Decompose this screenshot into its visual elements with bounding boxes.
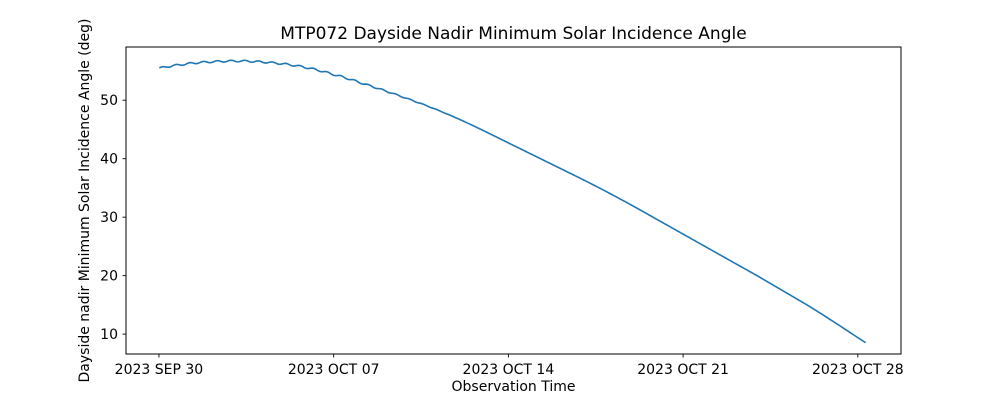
x-tick-label: 2023 SEP 30 [115,362,204,378]
y-tick-label: 50 [100,93,118,109]
y-tick-label: 20 [100,268,118,284]
y-tick-label: 10 [100,327,118,343]
data-series-line [159,59,866,344]
x-tick-label: 2023 OCT 21 [637,362,729,378]
axes-spines [125,46,902,355]
x-tick-label: 2023 OCT 28 [812,362,904,378]
y-tick-label: 40 [100,151,118,167]
y-tick-label: 30 [100,210,118,226]
x-tick-label: 2023 OCT 07 [288,362,380,378]
x-axis-label: Observation Time [452,379,576,395]
x-tick-label: 2023 OCT 14 [463,362,555,378]
chart-title: MTP072 Dayside Nadir Minimum Solar Incid… [280,24,746,44]
y-axis-label: Dayside nadir Minimum Solar Incidence An… [77,19,93,383]
plot-area: 2023 SEP 30 2023 OCT 07 2023 OCT 14 2023 OC… [100,46,904,378]
